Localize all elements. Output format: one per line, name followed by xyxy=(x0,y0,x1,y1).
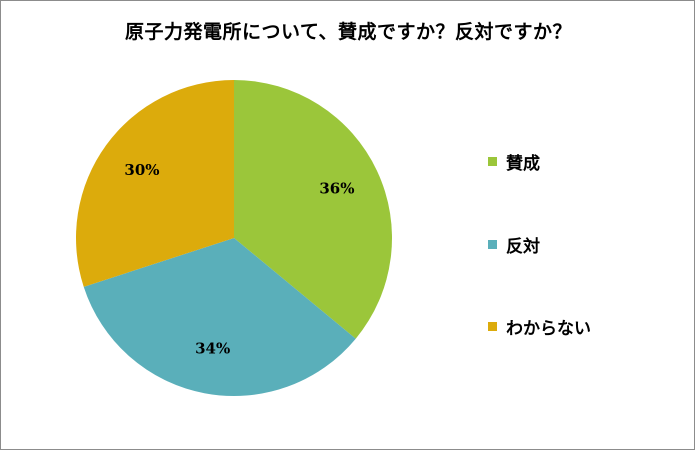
legend-swatch-sansei xyxy=(488,157,497,166)
legend-label-hantai: 反対 xyxy=(506,237,540,257)
legend-item-sansei: 賛成 xyxy=(488,149,540,174)
legend-item-wakaranai: わからない xyxy=(488,314,591,339)
legend-label-sansei: 賛成 xyxy=(506,154,540,174)
legend-swatch-hantai xyxy=(488,240,497,249)
slice-label-wakaranai: 30% xyxy=(124,161,159,179)
legend-label-wakaranai: わからない xyxy=(506,319,591,339)
chart-title: 原子力発電所について、賛成ですか？反対ですか？ xyxy=(125,21,572,43)
legend-swatch-wakaranai xyxy=(488,322,497,331)
slice-label-sansei: 36% xyxy=(319,180,354,198)
slice-label-hantai: 34% xyxy=(195,340,230,358)
legend-item-hantai: 反対 xyxy=(488,232,540,257)
pie-slice-wakaranai xyxy=(75,80,234,287)
pie-slice-sansei xyxy=(234,80,392,339)
pie-slice-hantai xyxy=(83,238,356,396)
